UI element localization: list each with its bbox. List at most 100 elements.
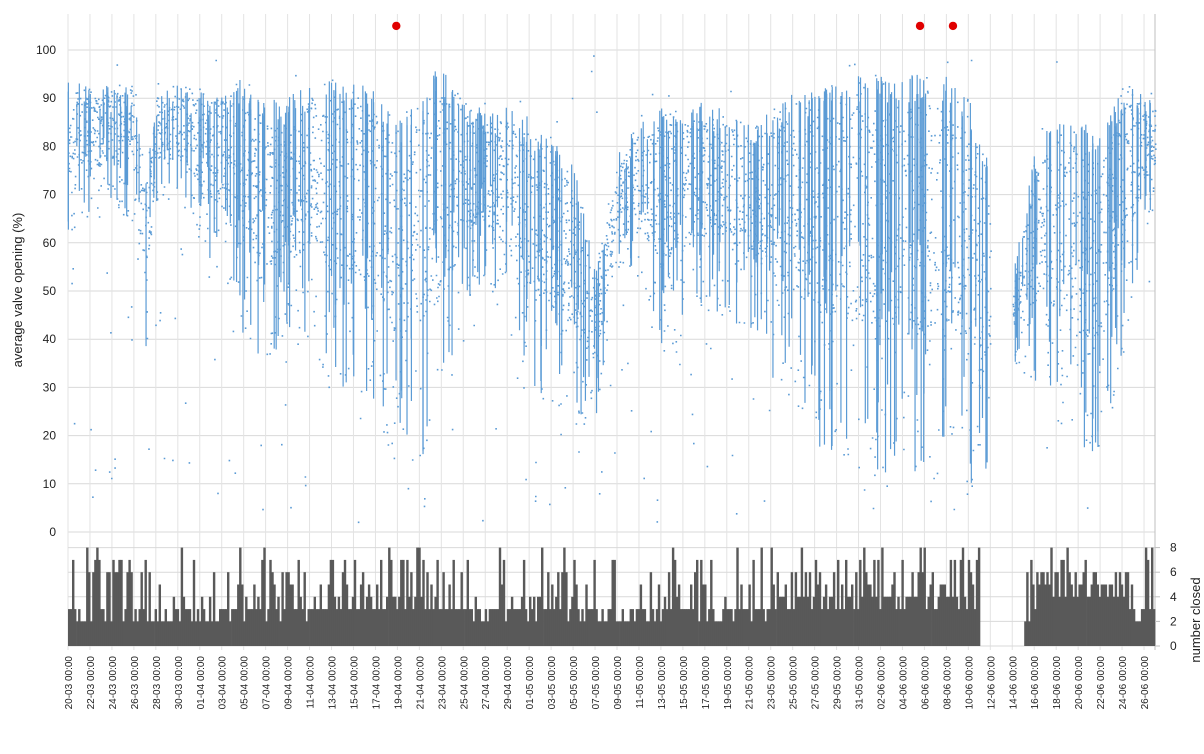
closed-bar <box>367 584 371 646</box>
closed-bar <box>736 547 739 646</box>
closed-bar <box>895 609 898 646</box>
closed-bar <box>353 559 357 646</box>
closed-bar <box>975 559 979 646</box>
closed-bar <box>313 596 317 646</box>
closed-bar <box>396 609 399 646</box>
closed-bar <box>559 609 562 646</box>
closed-bar <box>390 559 393 646</box>
closed-bar <box>696 559 699 646</box>
closed-bar <box>470 609 474 646</box>
closed-bar <box>673 559 677 646</box>
closed-bar <box>214 621 218 646</box>
closed-bar <box>297 559 300 646</box>
closed-bar <box>834 609 838 646</box>
closed-bar <box>1100 584 1104 646</box>
closed-bar <box>241 584 244 646</box>
closed-bar <box>798 596 802 646</box>
closed-bar <box>227 572 230 646</box>
closed-bar <box>275 609 278 646</box>
closed-bar <box>432 609 435 646</box>
closed-bar <box>1126 572 1130 646</box>
closed-bar <box>347 609 351 646</box>
closed-bar <box>267 609 270 646</box>
closed-bar <box>277 596 280 646</box>
y-tick-label: 8 <box>1170 541 1177 555</box>
closed-bar <box>126 572 129 646</box>
closed-bar <box>378 609 381 646</box>
closed-bar <box>796 596 800 646</box>
closed-bar <box>229 621 232 646</box>
closed-bar <box>531 609 534 646</box>
closed-bar <box>947 596 951 646</box>
closed-bar <box>245 596 248 646</box>
closed-bar <box>458 609 461 646</box>
closed-bar <box>345 584 349 646</box>
closed-bar <box>192 559 196 646</box>
closed-bar <box>428 609 431 646</box>
x-tick-label: 05-05 00:00 <box>569 656 580 710</box>
closed-bar <box>1136 621 1140 646</box>
y-tick-label: 0 <box>1170 639 1177 653</box>
closed-bar <box>945 596 949 646</box>
x-tick-label: 11-05 00:00 <box>635 656 646 709</box>
closed-bar <box>589 609 592 646</box>
closed-bar <box>78 609 81 646</box>
x-tick-label: 25-04 00:00 <box>459 656 470 710</box>
closed-bar <box>172 596 176 646</box>
closed-bar <box>828 596 832 646</box>
closed-bar <box>593 559 596 646</box>
closed-bar <box>820 609 824 646</box>
closed-bar <box>539 596 542 646</box>
closed-bar <box>450 609 453 646</box>
closed-bar <box>132 621 135 646</box>
closed-bar <box>690 584 693 646</box>
closed-bar <box>1104 584 1108 646</box>
closed-bar <box>867 584 870 646</box>
closed-bar <box>1146 559 1150 646</box>
closed-bar <box>883 596 886 646</box>
closed-bar <box>919 547 922 646</box>
closed-bar <box>283 609 286 646</box>
closed-bar <box>889 596 892 646</box>
closed-bar <box>774 609 777 646</box>
closed-bar <box>170 621 174 646</box>
closed-bar <box>891 584 894 646</box>
closed-bar <box>800 547 804 646</box>
closed-bar <box>788 609 792 646</box>
closed-bar <box>839 609 842 646</box>
closed-bar <box>631 609 635 646</box>
closed-bar <box>327 584 331 646</box>
x-tick-label: 21-04 00:00 <box>415 656 426 710</box>
closed-bar <box>1088 596 1092 646</box>
closed-bar <box>1122 596 1126 646</box>
closed-bar <box>692 609 695 646</box>
closed-bar <box>804 572 808 646</box>
closed-bar <box>627 621 631 646</box>
closed-bar <box>903 609 906 646</box>
closed-bar <box>760 547 763 646</box>
closed-bar <box>120 559 123 646</box>
closed-bar <box>732 621 735 646</box>
closed-bar <box>386 596 389 646</box>
closed-bar <box>162 621 166 646</box>
closed-bar <box>599 621 602 646</box>
closed-bar <box>410 572 413 646</box>
closed-bar <box>716 621 719 646</box>
closed-bar <box>1032 584 1035 646</box>
closed-bar <box>325 609 329 646</box>
x-tick-label: 19-04 00:00 <box>393 656 404 710</box>
closed-bar <box>388 547 391 646</box>
closed-bar <box>351 596 355 646</box>
closed-bar <box>682 609 685 646</box>
x-tick-label: 24-03 00:00 <box>108 656 119 710</box>
closed-bar <box>1134 621 1138 646</box>
closed-bar <box>168 621 172 646</box>
closed-bar <box>1144 547 1148 646</box>
closed-bar <box>877 559 880 646</box>
closed-bar <box>474 596 478 646</box>
closed-bar <box>567 621 570 646</box>
closed-bar <box>418 547 421 646</box>
closed-bar <box>826 609 830 646</box>
closed-bar <box>1036 572 1039 646</box>
closed-bar <box>706 621 709 646</box>
